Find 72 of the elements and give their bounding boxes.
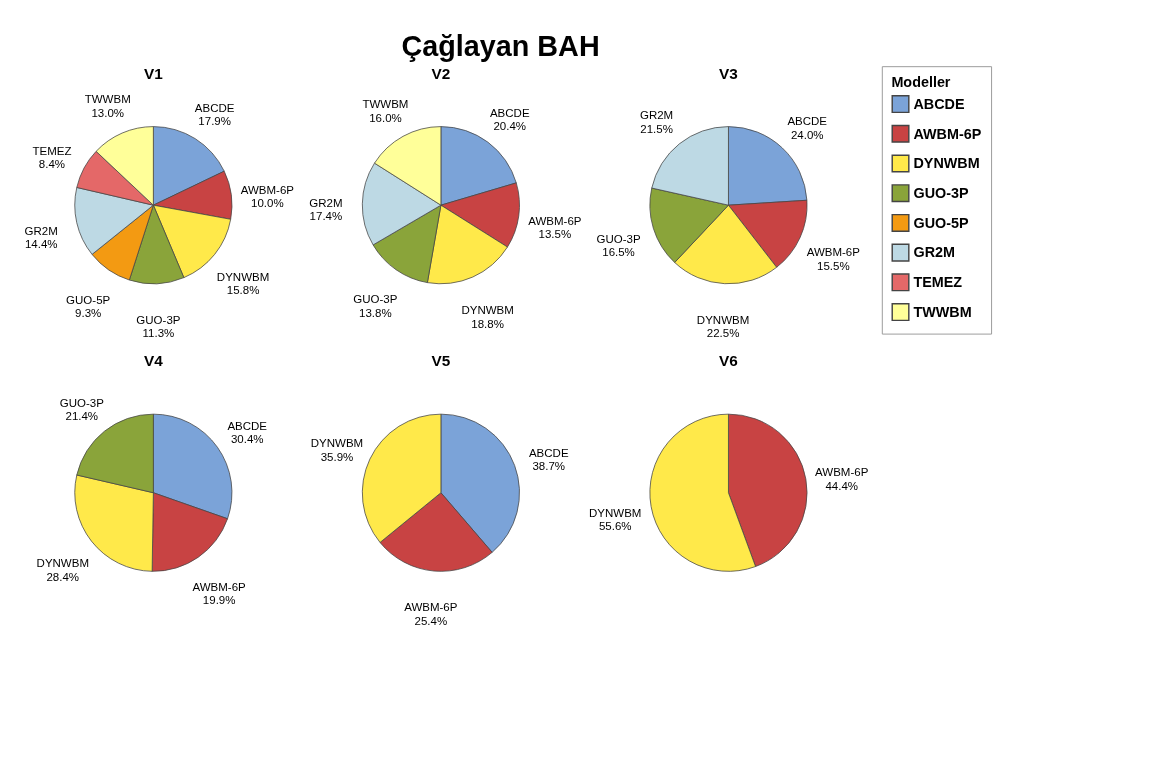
data-label: 22.5% [706,327,740,340]
data-label: 44.4% [825,479,859,492]
data-label: 20.4% [493,120,527,133]
data-label: 15.8% [226,284,260,297]
data-label: 18.8% [471,317,504,330]
slice-label: DYNWBM [216,271,270,284]
slice-label: GUO-3P [596,232,641,245]
slice-label: ABCDE [194,101,235,114]
legend-label: GR2M [913,244,955,261]
data-label: 16.5% [602,246,635,259]
data-label: 15.5% [816,259,850,272]
data-label: 13.8% [359,306,392,319]
data-label: 16.0% [369,111,402,124]
legend-label: TEMEZ [913,274,963,291]
legend-label: TWWBM [913,303,972,320]
chart-title: V5 [431,352,451,370]
data-label: 8.4% [38,158,66,171]
data-label: 28.4% [46,570,80,583]
text: Çağlayan BAH [401,30,600,63]
data-label: 13.5% [538,228,572,241]
slice-label: GUO-3P [59,396,105,409]
slice-label: GUO-3P [353,293,398,306]
legend-label: AWBM-6P [913,125,982,142]
chart-title: V6 [719,352,738,370]
data-label: 55.6% [598,520,632,533]
chart-title: V2 [431,64,451,82]
slice-label: AWBM-6P [806,246,861,259]
slice-label: GUO-5P [66,293,111,306]
slice-label: GR2M [309,197,343,210]
slice-label: AWBM-6P [404,601,458,614]
slice-label: ABCDE [787,115,828,128]
slice-label: DYNWBM [36,557,89,570]
data-label: 21.4% [65,409,99,422]
data-label: 14.4% [24,238,58,251]
data-label: 38.7% [532,460,566,473]
slice-label: GR2M [24,224,58,237]
slice-label: ABCDE [489,106,530,119]
slice-label: ABCDE [227,420,268,433]
data-label: 35.9% [320,450,354,463]
legend-label: DYNWBM [913,155,980,172]
slice-label: DYNWBM [696,313,750,326]
slice-label: GR2M [639,109,674,122]
data-label: 19.9% [202,594,236,607]
slice-label: ABCDE [528,446,569,459]
data-label: 17.9% [198,115,231,128]
slice-label: DYNWBM [461,304,514,317]
slice-label: AWBM-6P [240,183,295,196]
legend-label: GUO-3P [913,185,969,201]
data-label: 25.4% [414,614,448,627]
data-label: 24.0% [790,128,824,141]
data-label: 30.4% [230,433,264,446]
slice-label: AWBM-6P [192,580,247,593]
data-label: 10.0% [251,197,284,210]
chart-title: V4 [143,352,164,370]
data-label: 21.5% [640,122,673,135]
data-label: 9.3% [75,307,102,320]
slice-label: TEMEZ [32,144,72,157]
legend-label: GUO-5P [913,214,969,231]
slice-label: AWBM-6P [528,214,582,227]
slice-label: DYNWBM [589,506,642,519]
slice-label: GUO-3P [136,313,181,326]
slice-label: TWWBM [84,93,131,106]
chart-title: V3 [719,64,738,82]
chart-title: V1 [143,64,164,82]
slice-label: TWWBM [362,98,409,111]
slice-label: AWBM-6P [815,466,869,479]
legend-title: Modeller [891,74,951,91]
data-label: 17.4% [309,210,343,223]
data-label: 13.0% [91,106,125,119]
data-label: 11.3% [142,327,175,340]
slice-label: DYNWBM [310,437,364,450]
legend-label: ABCDE [913,95,965,112]
